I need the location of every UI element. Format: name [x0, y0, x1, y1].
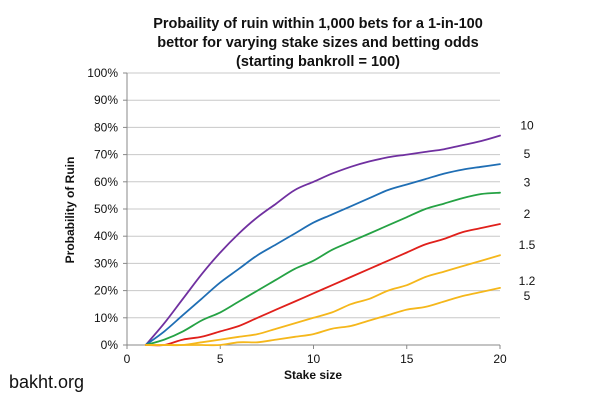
series-label: 1.5: [519, 238, 536, 252]
y-tick-label: 40%: [94, 229, 118, 243]
x-tick-label: 15: [400, 352, 414, 366]
y-tick-label: 0%: [101, 338, 119, 352]
x-axis-title: Stake size: [284, 368, 342, 382]
series-label: 1.2: [519, 274, 536, 288]
series-label: 10: [520, 119, 534, 133]
series-label: 5: [524, 289, 531, 303]
gridlines: [127, 72, 500, 319]
y-tick-labels: 0% 10% 20% 30% 40% 50% 60% 70% 80% 90% 100%: [87, 66, 118, 352]
series-line-2: [144, 223, 501, 347]
series-line-1-5: [144, 254, 501, 347]
chart-title: Probaility of ruin within 1,000 bets for…: [153, 16, 483, 70]
x-tick-label: 10: [307, 352, 321, 366]
y-tick-label: 50%: [94, 202, 118, 216]
site-watermark: bakht.org: [9, 372, 85, 392]
series-line-10: [144, 134, 501, 346]
x-tick-label: 0: [124, 352, 131, 366]
y-tick-label: 10%: [94, 311, 118, 325]
chart-title-line-2: bettor for varying stake sizes and betti…: [157, 35, 478, 51]
series-line-5: [144, 163, 501, 346]
chart-title-line-3: (starting bankroll = 100): [236, 54, 400, 70]
series-line-3: [144, 191, 501, 346]
series-label: 3: [524, 176, 531, 190]
chart-title-line-1: Probaility of ruin within 1,000 bets for…: [153, 16, 483, 32]
y-tick-label: 80%: [94, 120, 118, 134]
y-tick-label: 100%: [87, 66, 118, 80]
y-tick-label: 20%: [94, 284, 118, 298]
series-label: 2: [524, 207, 531, 221]
series-line-1-25: [144, 287, 501, 347]
y-tick-label: 70%: [94, 148, 118, 162]
axes: [123, 72, 501, 349]
x-tick-labels: 0 5 10 15 20: [124, 352, 507, 366]
x-tick-label: 5: [217, 352, 224, 366]
x-tick-label: 20: [493, 352, 507, 366]
series-lines: [144, 134, 501, 347]
y-tick-label: 60%: [94, 175, 118, 189]
series-label: 5: [524, 147, 531, 161]
y-tick-label: 30%: [94, 256, 118, 270]
y-axis-title: Probability of Ruin: [63, 157, 77, 264]
y-tick-label: 90%: [94, 93, 118, 107]
